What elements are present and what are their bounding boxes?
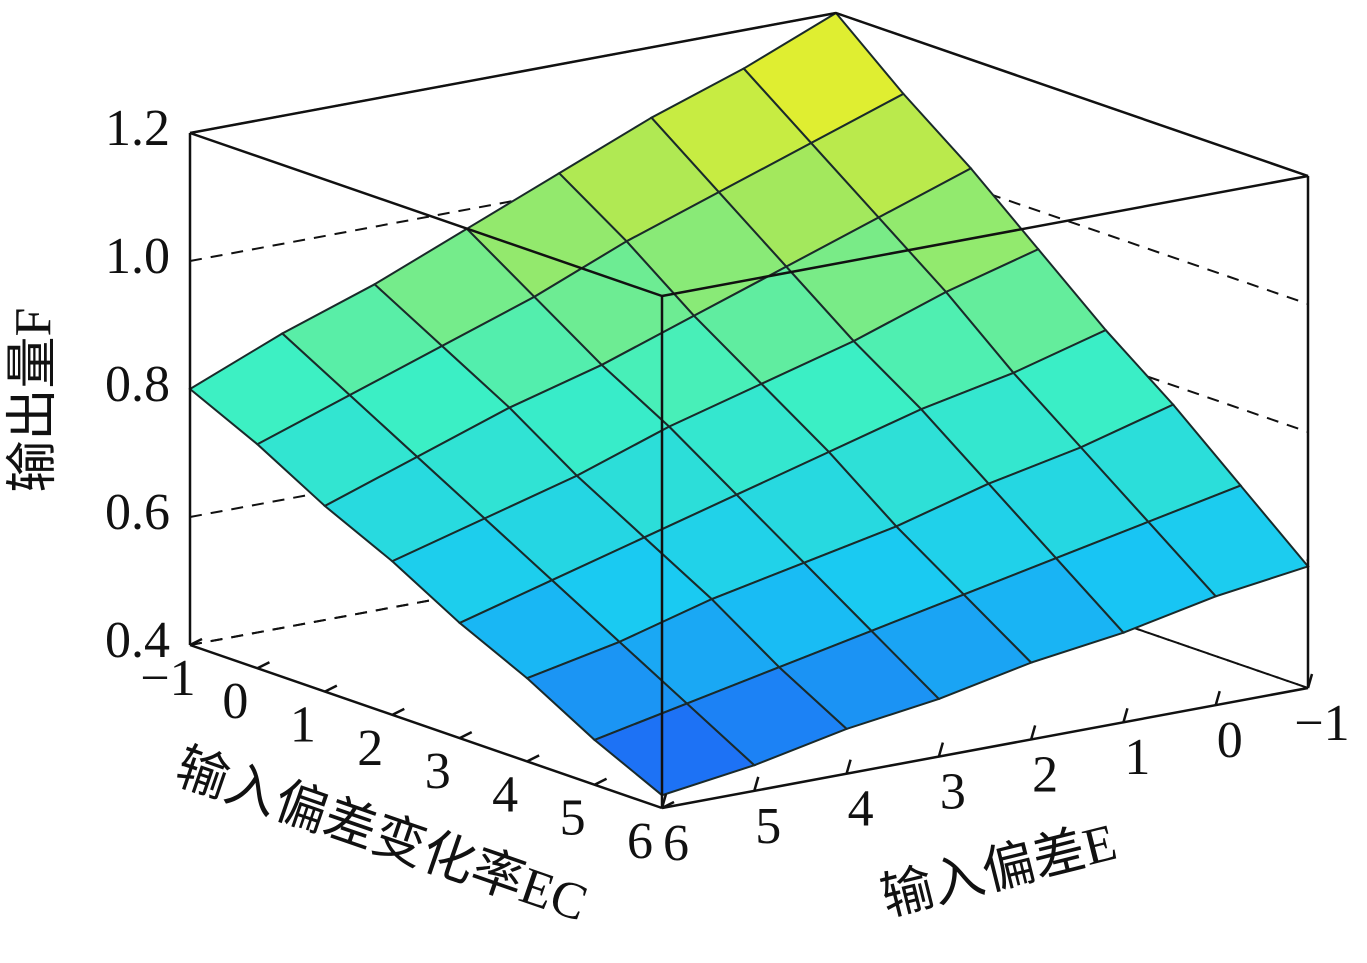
x-tick-label: 0 (1217, 712, 1243, 769)
z-axis-title: 输出量F (5, 308, 62, 493)
x-tick (1214, 690, 1221, 706)
x-tick (753, 776, 760, 792)
y-tick (459, 731, 473, 740)
x-tick-label: 1 (1124, 729, 1150, 786)
y-tick-label: 3 (425, 743, 451, 800)
x-axis-title: 输入偏差E (876, 814, 1122, 927)
z-tick-label: 0.4 (105, 612, 170, 669)
box-frame (188, 11, 1314, 810)
y-tick-label: 1 (290, 697, 316, 754)
y-tick (256, 661, 270, 670)
x-tick-label: 5 (755, 798, 781, 855)
box-edge (189, 643, 663, 810)
x-tick (937, 742, 945, 757)
x-tick (845, 759, 852, 775)
y-tick (391, 707, 405, 716)
y-tick (661, 800, 675, 810)
box-edge (661, 174, 1309, 298)
y-tick-label: −1 (140, 650, 195, 707)
box-edge (189, 131, 663, 298)
box-edge (835, 11, 1309, 178)
y-tick-label: 6 (627, 813, 653, 870)
x-tick-label: 6 (663, 815, 689, 872)
y-tick (189, 637, 203, 647)
z-tick-label: 1.0 (105, 228, 170, 285)
y-tick (324, 684, 338, 693)
x-tick (1122, 707, 1129, 723)
x-tick (660, 793, 668, 809)
y-tick-label: 2 (357, 720, 383, 777)
x-tick (1029, 725, 1037, 740)
x-tick-label: −1 (1294, 695, 1349, 752)
y-tick-label: 0 (222, 673, 248, 730)
x-tick-label: 4 (848, 781, 874, 838)
box-edge (661, 686, 1309, 810)
box-edge (189, 11, 837, 135)
y-tick (594, 777, 608, 786)
x-tick (1306, 673, 1314, 689)
z-tick-label: 1.2 (105, 100, 170, 157)
z-tick-label: 0.6 (105, 484, 170, 541)
y-tick (526, 754, 540, 763)
x-tick-label: 2 (1032, 746, 1058, 803)
y-tick-label: 5 (560, 790, 586, 847)
surface (188, 11, 1310, 797)
y-tick-label: 4 (492, 766, 518, 823)
z-tick-label: 0.8 (105, 356, 170, 413)
x-tick-label: 3 (940, 764, 966, 821)
